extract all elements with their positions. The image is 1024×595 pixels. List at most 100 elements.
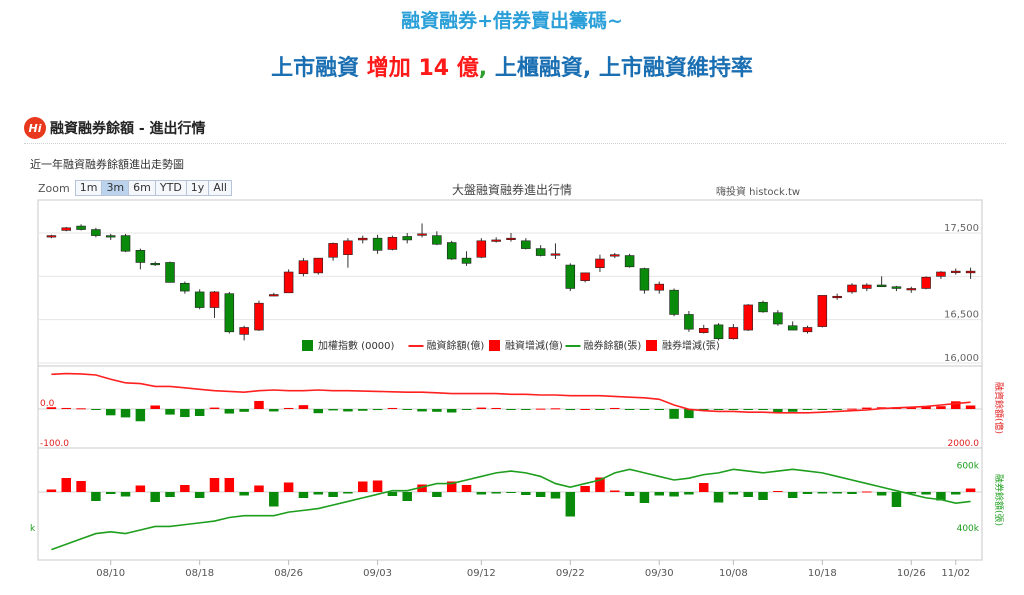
subhead-part: 上市融資維持率 — [598, 56, 753, 81]
subhead-part: 上市融資 — [271, 56, 360, 81]
short-change-bar — [610, 490, 620, 492]
short-change-bar — [150, 492, 160, 502]
brand-title: 融資融券餘額 - 進出行情 — [50, 121, 206, 137]
candle — [639, 268, 650, 291]
plot-frame — [37, 199, 983, 561]
margin-change-bar — [669, 409, 679, 419]
candle — [506, 237, 516, 240]
short-change-bar — [758, 492, 768, 500]
short-change-bar — [832, 492, 842, 494]
legend-label: 融券餘額(張) — [584, 339, 642, 352]
margin-axis-label: 融資餘額(億) — [993, 382, 1005, 434]
margin-change-bar — [298, 405, 309, 409]
zoom-control: Zoom 1m 3m 6m YTD 1y All — [38, 180, 232, 196]
short-change-bar — [224, 478, 235, 492]
margin-change-bar — [461, 409, 472, 410]
margin-change-bar — [565, 409, 576, 411]
price-tick-label: 16,500 — [944, 310, 979, 321]
margin-change-bar — [446, 409, 457, 413]
short-change-bar — [46, 489, 57, 492]
subhead-part: 億 — [456, 56, 479, 81]
zoom-3m-button[interactable]: 3m — [101, 180, 130, 196]
margin-change-bar — [343, 409, 353, 412]
legend-swatch — [489, 340, 500, 351]
candle — [832, 295, 842, 299]
short-change-bar — [417, 484, 427, 492]
short-change-bar — [713, 492, 724, 503]
candle — [150, 263, 160, 266]
margin-change-bar — [654, 409, 664, 410]
legend-label: 加權指數 (0000) — [318, 339, 395, 352]
margin-change-bar — [76, 408, 86, 410]
short-left-tick-label: k — [30, 524, 36, 534]
candle — [476, 240, 487, 258]
margin-change-bar — [46, 407, 57, 409]
short-change-bar — [194, 492, 205, 498]
margin-change-bar — [728, 409, 739, 410]
x-tick-label: 10/18 — [808, 568, 837, 579]
x-tick-label: 09/30 — [645, 568, 674, 579]
short-change-bar — [105, 492, 116, 494]
candle — [135, 250, 146, 263]
short-change-bar — [180, 485, 190, 492]
margin-change-bar — [847, 408, 857, 410]
short-change-bar — [135, 485, 146, 492]
short-change-bar — [906, 492, 917, 494]
x-tick-label: 08/26 — [274, 568, 303, 579]
candle — [921, 276, 931, 289]
margin-change-bar — [951, 401, 961, 409]
candle — [669, 289, 679, 315]
short-change-bar — [802, 492, 813, 494]
candle — [432, 235, 442, 245]
subhead: 上市融資 增加 14 億, 上櫃融資, 上市融資維持率 — [0, 50, 1024, 82]
candle — [180, 282, 190, 292]
short-change-bar — [446, 481, 457, 492]
candle — [46, 235, 57, 238]
short-balance-line — [51, 468, 971, 551]
candle — [936, 271, 946, 277]
candle — [891, 286, 902, 289]
margin-change-bar — [639, 409, 650, 410]
short-change-bar — [283, 482, 294, 492]
short-change-bar — [595, 477, 605, 492]
candle — [269, 294, 279, 297]
candle — [580, 272, 590, 281]
short-change-bar — [580, 486, 590, 492]
margin-tick-label: -100.0 — [40, 439, 69, 449]
candle — [773, 312, 783, 325]
short-change-bar — [76, 481, 86, 492]
margin-change-bar — [743, 409, 753, 410]
margin-change-bar — [787, 409, 798, 412]
zoom-all-button[interactable]: All — [208, 180, 232, 196]
chart-title: 大盤融資融券進出行情 — [451, 183, 572, 197]
subhead-part: 上櫃融資, — [494, 56, 592, 81]
hi-logo-icon: Hi — [24, 117, 46, 139]
x-tick-label: 09/12 — [467, 568, 496, 579]
short-change-bar — [209, 478, 220, 492]
margin-change-bar — [758, 409, 768, 410]
short-change-bar — [743, 492, 753, 497]
x-tick-label: 09/22 — [556, 568, 585, 579]
candle — [521, 240, 531, 249]
candle — [372, 237, 383, 251]
margin-change-bar — [105, 409, 116, 416]
short-change-bar — [728, 492, 739, 495]
margin-change-bar — [254, 400, 264, 409]
subhead-part: 增加 — [366, 56, 411, 81]
short-change-bar — [298, 492, 309, 498]
zoom-label: Zoom — [38, 181, 70, 195]
zoom-1y-button[interactable]: 1y — [185, 180, 210, 196]
candle — [194, 291, 205, 308]
x-tick-label: 08/18 — [185, 568, 214, 579]
candle — [387, 237, 398, 250]
short-change-bar — [358, 481, 368, 492]
zoom-ytd-button[interactable]: YTD — [154, 180, 187, 196]
brand: Hi 融資融券餘額 - 進出行情 — [24, 117, 206, 139]
price-tick-label: 17,500 — [944, 223, 979, 234]
short-change-bar — [654, 492, 664, 496]
candle — [417, 233, 427, 236]
margin-tick-label: 0.0 — [40, 399, 55, 409]
short-tick-label: 400k — [957, 524, 980, 534]
margin-change-bar — [580, 409, 590, 410]
short-change-bar — [639, 492, 650, 503]
